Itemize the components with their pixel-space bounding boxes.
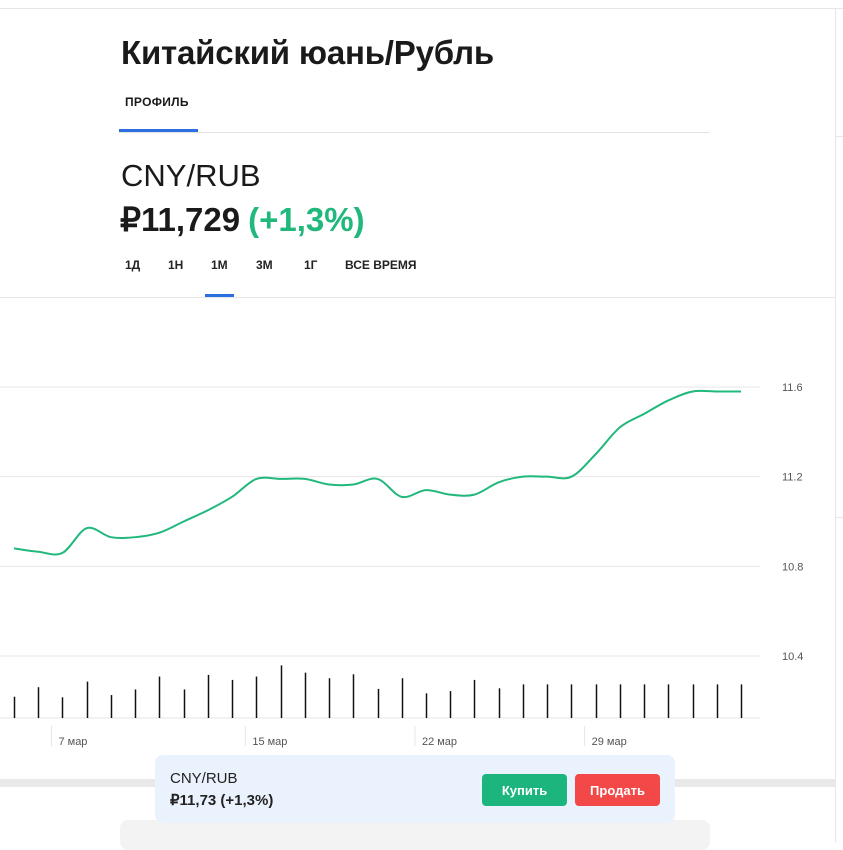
next-section-card: [120, 820, 710, 850]
page-title: Китайский юань/Рубль: [121, 34, 494, 71]
period-all-time[interactable]: ВСЕ ВРЕМЯ: [345, 258, 417, 272]
trade-price: ₽11,73 (+1,3%): [170, 792, 274, 809]
period-1m[interactable]: 1М: [211, 258, 228, 272]
period-3m[interactable]: 3М: [256, 258, 273, 272]
right-divider-notch: [835, 517, 843, 518]
tab-active-indicator: [119, 129, 198, 132]
period-active-indicator: [205, 294, 234, 297]
buy-button[interactable]: Купить: [482, 774, 567, 806]
period-1d[interactable]: 1Д: [125, 258, 141, 272]
y-tick-label: 11.2: [782, 472, 803, 484]
x-tick-label: 7 мар: [58, 736, 87, 748]
right-divider: [835, 8, 836, 842]
x-tick-label: 22 мар: [422, 736, 457, 748]
trade-panel: CNY/RUB ₽11,73 (+1,3%) Купить Продать: [155, 755, 675, 823]
current-price: ₽11,729: [120, 201, 241, 238]
trade-ticker: CNY/RUB: [170, 770, 238, 787]
y-tick-label: 11.6: [782, 382, 803, 394]
price-change: (+1,3%): [248, 201, 365, 238]
x-tick-label: 15 мар: [252, 736, 287, 748]
ticker-symbol: CNY/RUB: [121, 158, 261, 193]
x-tick-label: 29 мар: [592, 736, 627, 748]
tab-profile[interactable]: ПРОФИЛЬ: [125, 95, 189, 109]
y-tick-label: 10.4: [782, 651, 803, 663]
period-selector: 1Д 1Н 1М 3М 1Г ВСЕ ВРЕМЯ: [0, 258, 843, 298]
price-chart[interactable]: 11.6 11.2 10.8 10.4 7 мар 15 мар 22 мар 29 мар: [0, 298, 835, 768]
right-divider-notch: [835, 136, 843, 137]
tabs-divider: [119, 132, 710, 133]
price-series-line: [13, 389, 741, 556]
y-tick-label: 10.8: [782, 561, 803, 573]
chart-top-divider: [0, 297, 835, 298]
period-1y[interactable]: 1Г: [304, 258, 318, 272]
top-divider: [0, 8, 843, 9]
sell-button[interactable]: Продать: [575, 774, 660, 806]
price-row: ₽11,729 (+1,3%): [120, 200, 365, 239]
period-1w[interactable]: 1Н: [168, 258, 184, 272]
